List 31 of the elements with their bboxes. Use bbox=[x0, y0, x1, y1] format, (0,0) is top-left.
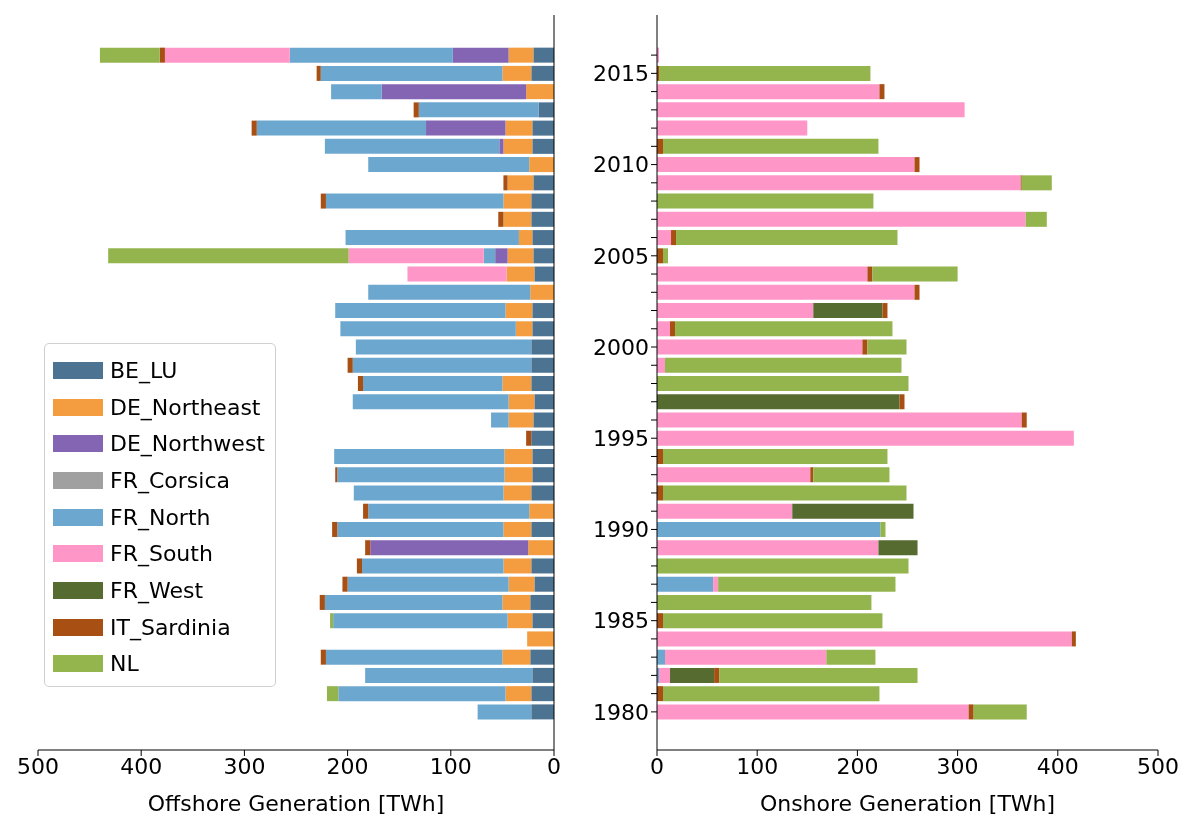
x-tick-label: 400 bbox=[120, 753, 163, 779]
legend-label: FR_Corsica bbox=[110, 467, 230, 493]
x-tick-label: 0 bbox=[547, 753, 561, 779]
x-tick-label: 100 bbox=[736, 753, 779, 779]
x-tick-label: 300 bbox=[223, 753, 266, 779]
y-tick-label: 1995 bbox=[593, 426, 649, 452]
x-tick-label: 400 bbox=[1036, 753, 1079, 779]
y-tick-label: 2000 bbox=[593, 334, 649, 360]
x-tick-label: 300 bbox=[936, 753, 979, 779]
legend-label: IT_Sardinia bbox=[110, 614, 231, 640]
x-tick-label: 500 bbox=[17, 753, 59, 779]
y-tick-label: 1985 bbox=[593, 608, 649, 634]
x-tick-label: 500 bbox=[1137, 753, 1179, 779]
x-tick-label: 0 bbox=[650, 753, 664, 779]
legend-label: BE_LU bbox=[110, 357, 178, 383]
legend-label: DE_Northwest bbox=[110, 431, 265, 457]
y-tick-label: 2005 bbox=[593, 243, 649, 269]
y-tick-label: 2015 bbox=[593, 61, 649, 87]
x-axis-title: Onshore Generation [TWh] bbox=[759, 791, 1056, 816]
legend-label: FR_South bbox=[110, 541, 213, 567]
legend-label: FR_West bbox=[110, 577, 204, 603]
x-axis-title: Offshore Generation [TWh] bbox=[147, 791, 445, 816]
x-tick-label: 200 bbox=[836, 753, 879, 779]
x-tick-label: 200 bbox=[326, 753, 369, 779]
y-tick-label: 1980 bbox=[593, 699, 649, 725]
legend-label: DE_Northeast bbox=[110, 394, 261, 420]
y-tick-label: 1990 bbox=[593, 517, 649, 543]
legend-label: FR_North bbox=[110, 504, 211, 530]
x-tick-label: 100 bbox=[429, 753, 472, 779]
y-tick-label: 2010 bbox=[593, 152, 649, 178]
legend-label: NL bbox=[110, 651, 139, 677]
